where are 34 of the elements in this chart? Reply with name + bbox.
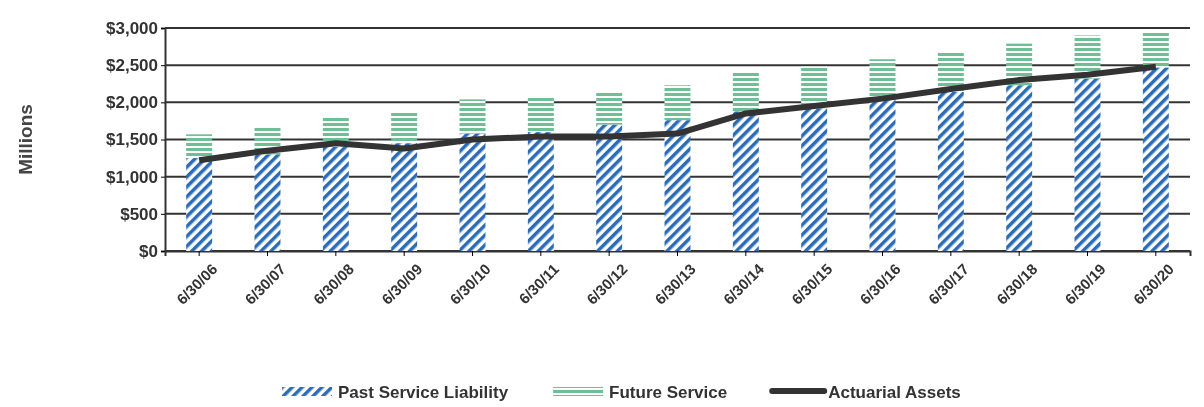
bar [322, 146, 349, 251]
bar [596, 124, 623, 251]
bar [869, 99, 896, 251]
bar [1006, 85, 1033, 251]
y-tick-label: $2,500 [106, 56, 158, 76]
bar [186, 158, 213, 251]
bar [937, 91, 964, 251]
bar [391, 143, 418, 251]
legend-label: Actuarial Assets [828, 383, 961, 402]
y-tick-label: $0 [139, 241, 158, 261]
bar [527, 132, 554, 251]
legend-label: Future Service [609, 383, 728, 402]
bar [527, 97, 554, 133]
y-tick-label: $3,000 [106, 18, 158, 38]
bar [1142, 67, 1169, 251]
bar [459, 99, 486, 134]
bar [732, 111, 759, 251]
bar [1142, 31, 1169, 68]
bar [596, 91, 623, 125]
y-tick-label: $1,500 [106, 130, 158, 150]
bar [254, 154, 281, 251]
bar [459, 133, 486, 251]
bar [801, 108, 828, 251]
legend-label: Past Service Liability [338, 383, 509, 402]
bar [1074, 78, 1101, 251]
bar [664, 120, 691, 251]
y-tick-label: $500 [120, 204, 158, 224]
y-tick-label: $2,000 [106, 93, 158, 113]
bar [664, 85, 691, 121]
bar [732, 72, 759, 112]
y-tick-label: $1,000 [106, 167, 158, 187]
bar [186, 134, 213, 159]
bar [391, 111, 418, 144]
y-axis-title: Millions [15, 104, 36, 175]
